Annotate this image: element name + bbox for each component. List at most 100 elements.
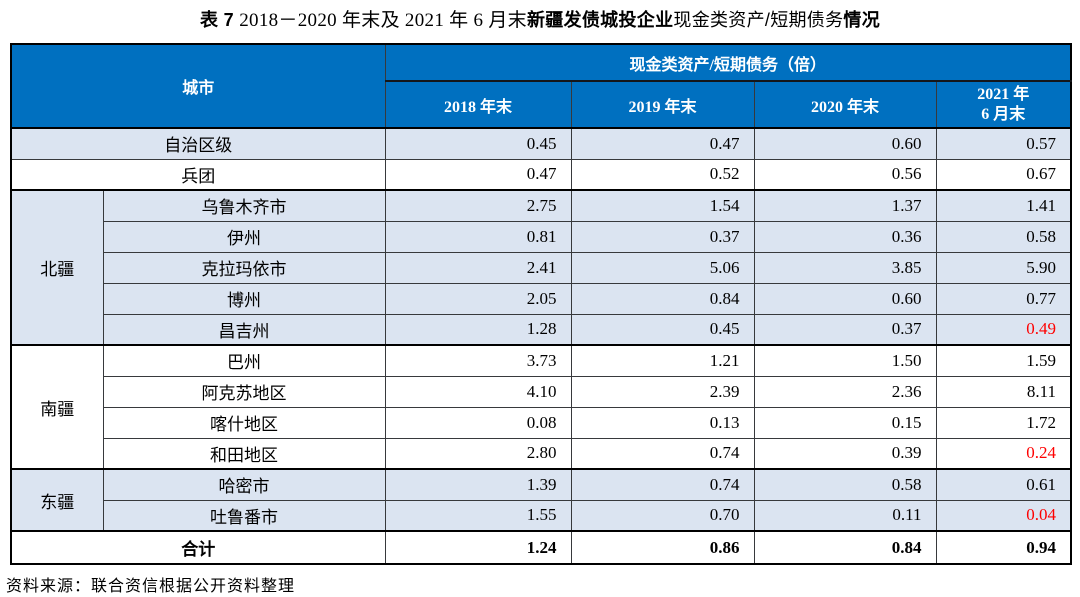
row-hotan: 和田地区 2.80 0.74 0.39 0.24 — [11, 437, 1072, 470]
value-cell: 0.58 — [935, 220, 1072, 253]
row-karamay: 克拉玛依市 2.41 5.06 3.85 5.90 — [11, 251, 1072, 284]
value-cell: 1.41 — [935, 189, 1072, 222]
value-cell: 4.10 — [384, 375, 572, 408]
value-cell: 3.73 — [384, 344, 572, 377]
city-name-cell: 和田地区 — [102, 437, 386, 470]
value-cell-highlighted: 0.24 — [935, 437, 1072, 470]
city-name-cell: 阿克苏地区 — [102, 375, 386, 408]
city-name-cell: 昌吉州 — [102, 313, 386, 346]
value-cell: 1.72 — [935, 406, 1072, 439]
city-name-cell: 哈密市 — [102, 468, 386, 501]
value-cell: 0.47 — [384, 158, 572, 191]
header-year-2020: 2020 年末 — [753, 80, 937, 129]
header-year-2021h1: 2021 年 6 月末 — [935, 80, 1072, 129]
city-name-cell: 克拉玛依市 — [102, 251, 386, 284]
city-name-cell: 自治区级 — [10, 127, 386, 160]
header-year-2019: 2019 年末 — [570, 80, 755, 129]
value-cell: 1.39 — [384, 468, 572, 501]
value-cell: 8.11 — [935, 375, 1072, 408]
total-value-cell: 0.86 — [570, 530, 755, 565]
total-label: 合计 — [10, 530, 386, 565]
value-cell-highlighted: 0.04 — [935, 499, 1072, 532]
header-year-2018: 2018 年末 — [384, 80, 572, 129]
total-value-cell: 1.24 — [384, 530, 572, 565]
value-cell: 0.61 — [935, 468, 1072, 501]
city-name-cell: 巴州 — [102, 344, 386, 377]
value-cell: 0.57 — [935, 127, 1072, 160]
page-title: 表 7 2018－2020 年末及 2021 年 6 月末新疆发债城投企业现金类… — [0, 0, 1080, 34]
header-row-1: 城市 现金类资产/短期债务（倍） — [10, 43, 1072, 129]
value-cell: 0.36 — [753, 220, 937, 253]
value-cell: 0.58 — [753, 468, 937, 501]
city-name-cell: 伊州 — [102, 220, 386, 253]
value-cell: 0.67 — [935, 158, 1072, 191]
value-cell: 5.06 — [570, 251, 755, 284]
header-city: 城市 — [10, 43, 386, 129]
row-aksu: 阿克苏地区 4.10 2.39 2.36 8.11 — [11, 375, 1072, 408]
row-changji: 昌吉州 1.28 0.45 0.37 0.49 — [11, 313, 1072, 346]
value-cell: 2.36 — [753, 375, 937, 408]
value-cell: 0.74 — [570, 468, 755, 501]
value-cell: 0.37 — [753, 313, 937, 346]
value-cell: 2.39 — [570, 375, 755, 408]
value-cell: 0.45 — [570, 313, 755, 346]
value-cell: 0.60 — [753, 127, 937, 160]
row-autonomous-region: 自治区级 0.45 0.47 0.60 0.57 — [10, 127, 1072, 160]
value-cell: 0.45 — [384, 127, 572, 160]
region-label-east-xinjiang: 东疆 — [10, 468, 104, 532]
value-cell: 1.37 — [753, 189, 937, 222]
value-cell: 0.70 — [570, 499, 755, 532]
value-cell: 2.05 — [384, 282, 572, 315]
value-cell-highlighted: 0.49 — [935, 313, 1072, 346]
header-row-2: 2018 年末 2019 年末 2020 年末 2021 年 6 月末 — [11, 80, 1072, 129]
value-cell: 0.08 — [384, 406, 572, 439]
row-bozhou: 博州 2.05 0.84 0.60 0.77 — [11, 282, 1072, 315]
city-name-cell: 吐鲁番市 — [102, 499, 386, 532]
value-cell: 0.60 — [753, 282, 937, 315]
city-name-cell: 乌鲁木齐市 — [102, 189, 386, 222]
region-label-north-xinjiang: 北疆 — [10, 189, 104, 346]
value-cell: 0.81 — [384, 220, 572, 253]
value-cell: 0.84 — [570, 282, 755, 315]
value-cell: 1.55 — [384, 499, 572, 532]
row-hami: 东疆 哈密市 1.39 0.74 0.58 0.61 — [10, 468, 1072, 532]
value-cell: 0.47 — [570, 127, 755, 160]
value-cell: 0.74 — [570, 437, 755, 470]
row-yizhou: 伊州 0.81 0.37 0.36 0.58 — [11, 220, 1072, 253]
city-name-cell: 喀什地区 — [102, 406, 386, 439]
region-label-south-xinjiang: 南疆 — [10, 344, 104, 470]
value-cell: 0.15 — [753, 406, 937, 439]
value-cell: 5.90 — [935, 251, 1072, 284]
value-cell: 2.41 — [384, 251, 572, 284]
value-cell: 1.28 — [384, 313, 572, 346]
city-name-cell: 兵团 — [10, 158, 386, 191]
value-cell: 0.13 — [570, 406, 755, 439]
value-cell: 0.77 — [935, 282, 1072, 315]
row-urumqi: 北疆 乌鲁木齐市 2.75 1.54 1.37 1.41 — [10, 189, 1072, 346]
value-cell: 0.11 — [753, 499, 937, 532]
value-cell: 1.59 — [935, 344, 1072, 377]
row-bazhou: 南疆 巴州 3.73 1.21 1.50 1.59 — [10, 344, 1072, 470]
source-note: 资料来源：联合资信根据公开资料整理 — [6, 578, 296, 595]
total-value-cell: 0.94 — [935, 530, 1072, 565]
value-cell: 1.54 — [570, 189, 755, 222]
row-bingtuan: 兵团 0.47 0.52 0.56 0.67 — [10, 158, 1072, 191]
title-segment-subject: 新疆发债城投企业 — [526, 10, 674, 30]
title-segment-period: 2018－2020 年末及 2021 年 6 月末 — [239, 10, 527, 31]
title-segment-table-no: 表 7 — [200, 10, 240, 30]
value-cell: 0.39 — [753, 437, 937, 470]
row-total: 合计 1.24 0.86 0.84 0.94 — [10, 530, 1072, 565]
total-value-cell: 0.84 — [753, 530, 937, 565]
value-cell: 2.80 — [384, 437, 572, 470]
value-cell: 0.37 — [570, 220, 755, 253]
row-kashgar: 喀什地区 0.08 0.13 0.15 1.72 — [11, 406, 1072, 439]
value-cell: 2.75 — [384, 189, 572, 222]
value-cell: 1.21 — [570, 344, 755, 377]
row-turpan: 吐鲁番市 1.55 0.70 0.11 0.04 — [11, 499, 1072, 532]
header-metric-group: 现金类资产/短期债务（倍） — [384, 43, 1072, 82]
data-table: 城市 现金类资产/短期债务（倍） 2018 年末 2019 年末 2020 年末… — [10, 43, 1073, 565]
value-cell: 0.52 — [570, 158, 755, 191]
table-header: 城市 现金类资产/短期债务（倍） 2018 年末 2019 年末 2020 年末… — [10, 43, 1072, 129]
value-cell: 0.56 — [753, 158, 937, 191]
table-body: 自治区级 0.45 0.47 0.60 0.57 兵团 0.47 0.52 0.… — [10, 127, 1072, 565]
